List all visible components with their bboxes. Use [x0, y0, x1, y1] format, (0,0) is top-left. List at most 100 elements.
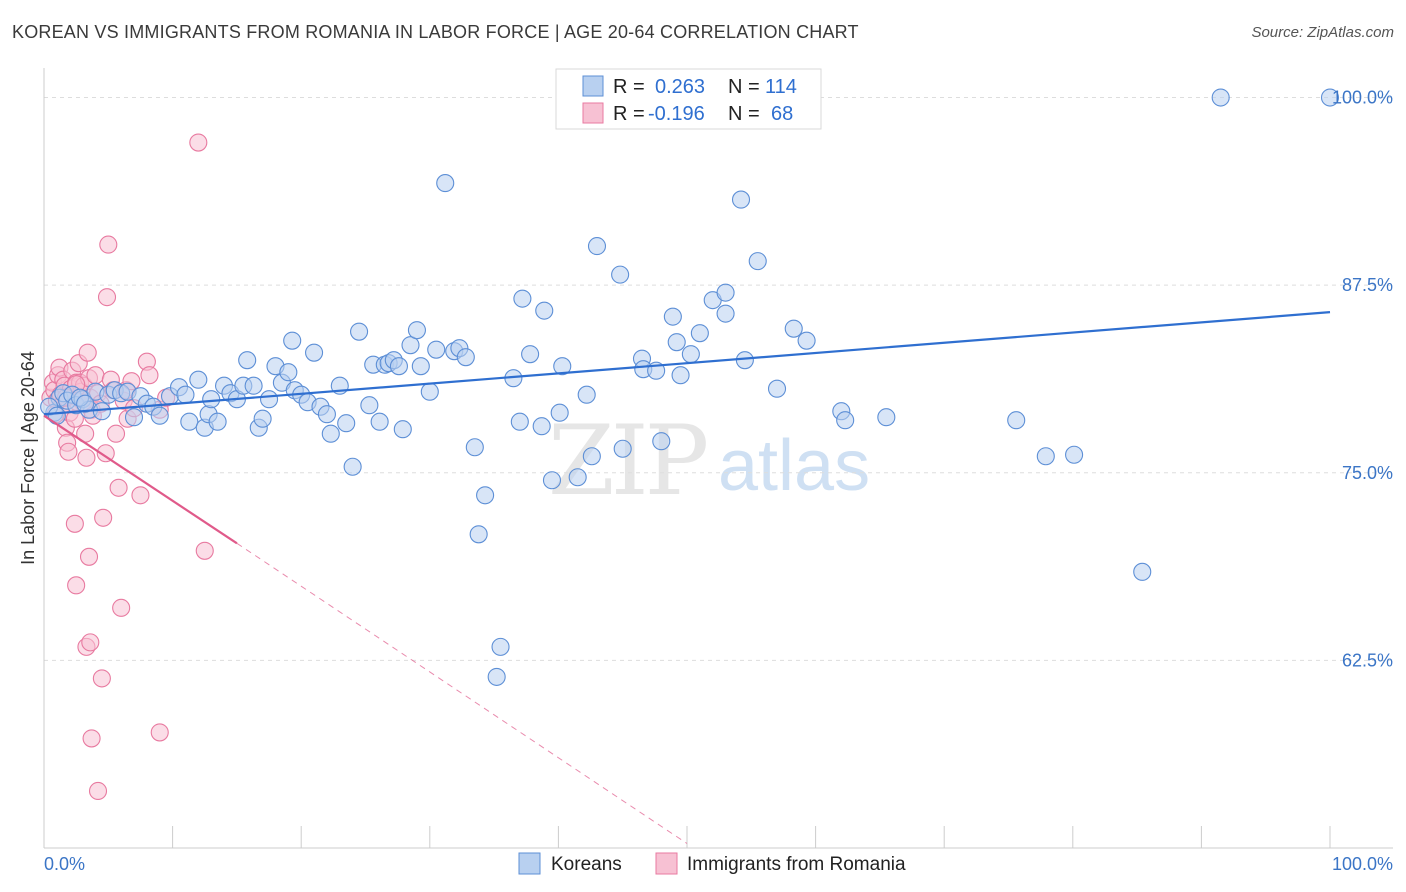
bottom-legend-swatch-koreans: [518, 852, 541, 875]
korean-point-63: [420, 382, 439, 401]
trendlines: [43, 311, 1331, 844]
korean-point-33: [244, 376, 263, 395]
korean-point-26: [202, 390, 221, 409]
legend-swatch-romania: [582, 102, 604, 124]
korean-point-102: [735, 351, 754, 370]
korean-point-27: [208, 412, 227, 431]
legend-bottom: Koreans Immigrants from Romania: [518, 852, 906, 875]
korean-point-22: [180, 412, 199, 431]
romania-trendline: [43, 414, 238, 545]
korean-point-84: [577, 385, 596, 404]
korean-point-112: [1065, 445, 1084, 464]
legend-n-value-romania: 68: [771, 103, 793, 125]
romania-point-41: [106, 424, 126, 443]
legend-swatch-koreans: [582, 75, 604, 97]
romania-point-35: [94, 508, 113, 527]
romania-point-51: [140, 366, 159, 385]
romania-point-36: [96, 444, 115, 463]
romania-trendline-extension: [236, 542, 688, 844]
korean-point-78: [532, 417, 551, 436]
korean-point-70: [476, 486, 495, 505]
korean-point-36: [259, 390, 279, 409]
korean-point-87: [611, 265, 630, 284]
romania-point-60: [81, 633, 100, 652]
korean-point-47: [321, 424, 340, 443]
korean-point-106: [797, 331, 816, 350]
korean-point-85: [582, 447, 601, 466]
romania-point-43: [112, 598, 131, 617]
korean-point-58: [389, 357, 408, 376]
korean-point-115: [1320, 88, 1340, 107]
source-label: Source: ZipAtlas.com: [1251, 24, 1394, 41]
romania-point-57: [65, 514, 84, 533]
korean-point-77: [521, 345, 540, 364]
watermark-atlas: atlas: [718, 426, 870, 506]
legend-n-label-koreans: N =: [728, 76, 760, 98]
korean-point-81: [550, 403, 569, 422]
romania-point-63: [150, 723, 169, 742]
korean-point-118: [76, 394, 95, 413]
korean-point-94: [667, 333, 686, 352]
korean-point-114: [1211, 88, 1230, 107]
korean-point-88: [613, 439, 632, 458]
korean-point-93: [663, 307, 682, 326]
romania-point-61: [92, 669, 111, 688]
korean-point-92: [652, 432, 671, 451]
y-tick-label-1: 87.5%: [1342, 275, 1393, 295]
korean-point-105: [784, 319, 803, 338]
korean-point-119: [47, 406, 66, 425]
legend-r-value-romania: -0.196: [648, 103, 705, 125]
romania-point-64: [88, 781, 108, 801]
korean-point-23: [189, 370, 208, 389]
bottom-legend-romania: Immigrants from Romania: [687, 854, 906, 875]
korean-point-39: [279, 363, 298, 382]
korean-point-109: [877, 408, 896, 427]
korean-point-49: [337, 414, 356, 433]
korean-point-100: [716, 283, 735, 302]
romania-point-55: [195, 541, 214, 560]
korean-point-110: [1007, 411, 1026, 430]
korean-point-108: [836, 411, 855, 430]
korean-point-79: [535, 301, 554, 320]
x-tick-label-max: 100.0%: [1332, 854, 1393, 874]
korean-point-35: [253, 409, 272, 428]
watermark-zip: ZIP: [548, 405, 707, 517]
korean-point-59: [393, 420, 412, 439]
romania-point-49: [131, 486, 150, 505]
korean-point-83: [568, 468, 587, 487]
romania-point-54: [189, 133, 208, 152]
korean-point-80: [542, 471, 562, 490]
korean-point-51: [350, 322, 369, 341]
korean-point-61: [407, 321, 426, 340]
korean-point-62: [411, 357, 430, 376]
y-tick-label-2: 75.0%: [1342, 463, 1393, 483]
korean-point-104: [767, 379, 787, 398]
romania-point-56: [79, 547, 99, 566]
korean-point-71: [469, 525, 488, 544]
chart-title: KOREAN VS IMMIGRANTS FROM ROMANIA IN LAB…: [12, 22, 859, 42]
korean-point-75: [510, 412, 529, 431]
legend-r-label-koreans: R =: [613, 76, 645, 98]
korean-point-86: [587, 237, 607, 256]
korean-point-50: [343, 457, 362, 476]
korean-point-101: [731, 190, 751, 209]
legend-r-value-koreans: 0.263: [655, 76, 705, 98]
korean-point-14: [124, 408, 144, 427]
romania-point-32: [86, 366, 105, 385]
korean-point-21: [176, 385, 195, 404]
korean-point-40: [283, 331, 302, 350]
romania-point-38: [97, 288, 117, 307]
bottom-legend-swatch-romania: [655, 852, 678, 875]
romania-point-37: [99, 235, 118, 254]
korean-point-68: [456, 348, 475, 367]
korean-point-52: [360, 396, 379, 415]
romania-point-62: [82, 729, 101, 748]
korean-point-82: [553, 357, 572, 376]
korean-point-113: [1133, 562, 1152, 581]
korean-point-65: [436, 174, 455, 193]
y-tick-label-3: 62.5%: [1342, 650, 1393, 670]
y-tick-label-0: 100.0%: [1332, 88, 1393, 108]
korean-point-64: [427, 340, 446, 359]
korean-point-69: [465, 438, 484, 457]
